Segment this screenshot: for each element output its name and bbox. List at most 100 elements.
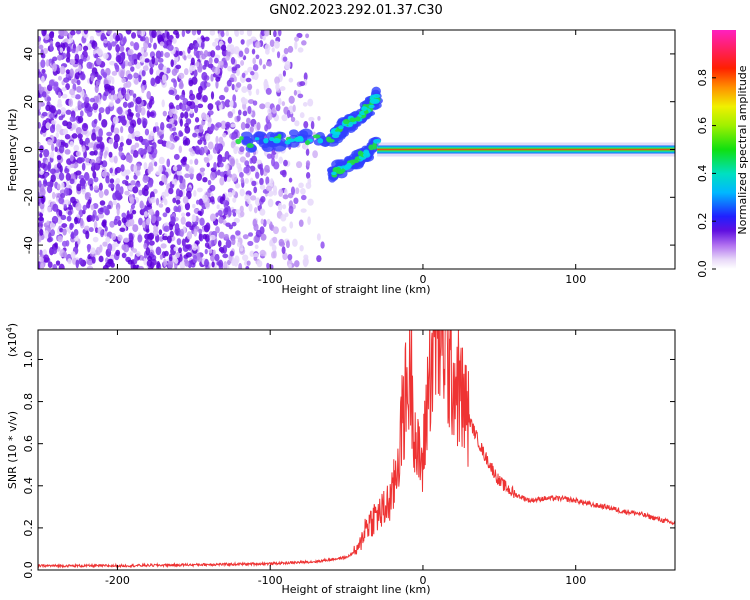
noise-blob [64, 199, 71, 205]
noise-blob [155, 50, 162, 59]
noise-blob [194, 158, 199, 166]
noise-blob [49, 113, 55, 119]
noise-blob [194, 117, 200, 123]
noise-blob [148, 232, 155, 240]
noise-blob [239, 172, 244, 178]
noise-blob [129, 213, 134, 220]
noise-blob [109, 60, 116, 66]
noise-blob [47, 161, 52, 171]
noise-blob [199, 167, 206, 173]
noise-blob [284, 60, 291, 70]
noise-blob [51, 62, 57, 72]
noise-blob [43, 148, 50, 158]
noise-blob [254, 244, 259, 249]
noise-blob [109, 34, 114, 42]
noise-blob [240, 39, 245, 45]
snr-x-label: Height of straight line (km) [281, 583, 430, 596]
noise-blob [240, 59, 245, 66]
noise-blob [271, 157, 276, 167]
noise-blob [211, 261, 215, 268]
noise-blob [148, 99, 153, 109]
noise-blob [310, 120, 315, 130]
noise-blob [299, 112, 305, 119]
noise-blob [133, 78, 139, 85]
noise-blob [320, 241, 325, 249]
noise-blob [233, 217, 240, 224]
noise-blob [123, 244, 130, 253]
noise-blob [41, 68, 46, 74]
noise-blob [55, 260, 61, 266]
noise-blob [132, 248, 138, 253]
noise-blob [140, 46, 145, 55]
noise-blob [109, 178, 115, 184]
noise-blob [44, 35, 50, 41]
noise-blob [106, 75, 113, 81]
noise-blob [288, 263, 292, 269]
noise-blob [139, 200, 144, 209]
noise-blob [224, 99, 231, 108]
noise-blob [146, 110, 151, 119]
noise-blob [132, 150, 139, 158]
noise-blob [171, 179, 175, 185]
noise-blob [77, 101, 83, 110]
noise-blob [127, 49, 134, 56]
noise-blob [96, 135, 103, 143]
signal-blob-core [368, 144, 375, 151]
noise-blob [221, 156, 227, 163]
noise-blob [124, 190, 130, 196]
noise-blob [201, 53, 207, 60]
noise-blob [246, 260, 251, 266]
noise-blob [50, 174, 56, 183]
noise-blob [118, 45, 125, 53]
noise-blob [220, 31, 225, 38]
noise-blob [180, 228, 185, 238]
noise-blob [129, 240, 134, 248]
snr-series-line [38, 330, 675, 569]
noise-blob [82, 204, 88, 211]
noise-blob [225, 30, 230, 37]
noise-blob [132, 93, 137, 98]
noise-blob [231, 189, 236, 196]
noise-blob [305, 171, 311, 179]
noise-blob [61, 52, 67, 59]
noise-blob [182, 156, 188, 162]
noise-blob [63, 77, 70, 83]
noise-blob [75, 127, 82, 135]
noise-blob [173, 79, 177, 88]
noise-blob [41, 125, 47, 134]
noise-blob [175, 188, 181, 197]
noise-blob [133, 164, 138, 173]
noise-blob [108, 138, 114, 145]
noise-blob [212, 249, 216, 257]
noise-blob [264, 43, 271, 52]
noise-blob [270, 178, 274, 184]
noise-blob [181, 30, 186, 38]
noise-blob [305, 160, 311, 167]
noise-blob [218, 231, 225, 239]
signal-blob-core [263, 137, 269, 144]
noise-blob [240, 121, 246, 131]
noise-blob [143, 42, 148, 51]
noise-blob [252, 218, 258, 228]
noise-blob [220, 44, 227, 52]
noise-blob [70, 251, 76, 259]
noise-blob [198, 228, 203, 234]
noise-blob [173, 153, 180, 160]
noise-blob [120, 164, 125, 172]
noise-blob [209, 184, 216, 192]
noise-blob [135, 96, 142, 105]
signal-blob-outer [241, 131, 253, 139]
noise-blob [226, 169, 231, 176]
noise-blob [84, 225, 90, 231]
noise-blob [157, 57, 164, 63]
noise-blob [210, 196, 215, 203]
noise-blob [143, 257, 148, 266]
noise-blob [191, 76, 198, 85]
noise-blob [84, 174, 90, 181]
noise-blob [201, 71, 208, 81]
noise-blob [125, 30, 132, 35]
noise-blob [138, 189, 143, 196]
noise-blob [65, 240, 70, 247]
noise-blob [58, 172, 65, 181]
noise-blob [149, 111, 155, 117]
